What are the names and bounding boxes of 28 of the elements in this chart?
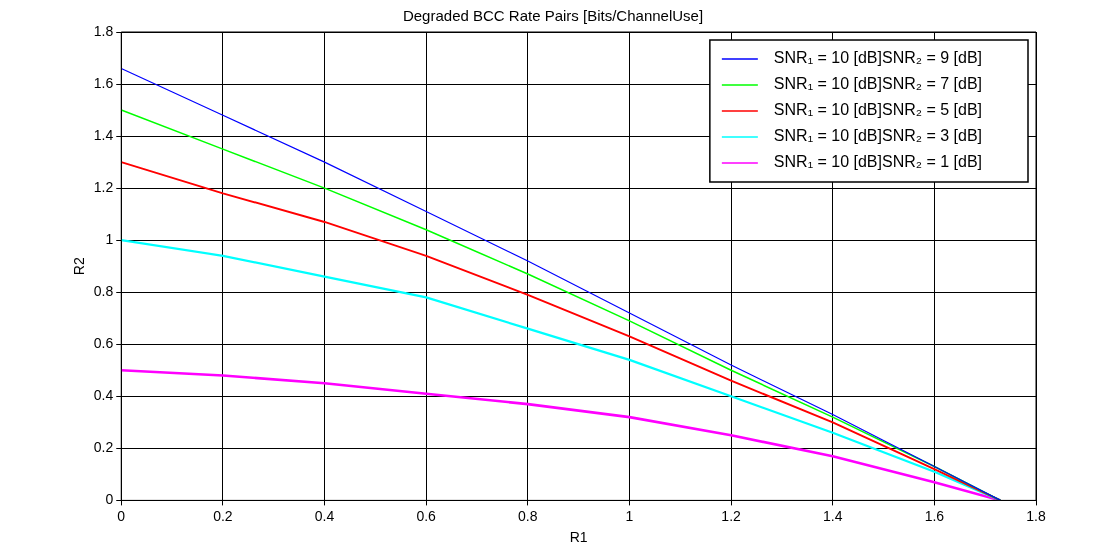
y-tick-label: 1.6: [93, 74, 114, 91]
legend-label: SNR₁ = 10 [dB]SNR₂ = 1 [dB]: [773, 153, 983, 171]
x-tick-label: 1.6: [924, 507, 945, 524]
x-tick-label: 0.6: [416, 507, 437, 524]
x-tick-label: 0.4: [314, 507, 335, 524]
x-tick-label: 1: [625, 507, 634, 524]
y-tick-label: 1.2: [93, 178, 114, 195]
y-tick-label: 0.8: [93, 283, 114, 300]
y-tick-label: 0.2: [93, 439, 114, 456]
x-tick-label: 1.8: [1026, 507, 1046, 524]
y-tick-label: 1.4: [93, 126, 114, 143]
legend-label: SNR₁ = 10 [dB]SNR₂ = 7 [dB]: [773, 75, 983, 93]
y-tick-label: 0.4: [93, 387, 114, 404]
legend-label: SNR₁ = 10 [dB]SNR₂ = 9 [dB]: [773, 49, 983, 67]
x-tick-label: 1.2: [721, 507, 742, 524]
chart-title: Degraded BCC Rate Pairs [Bits/ChannelUse]: [402, 7, 704, 25]
legend-label: SNR₁ = 10 [dB]SNR₂ = 3 [dB]: [773, 127, 983, 145]
x-tick-label: 1.4: [822, 507, 843, 524]
y-tick-label: 1.8: [93, 22, 114, 39]
y-axis-title: R2: [71, 257, 88, 276]
x-axis-title: R1: [569, 529, 588, 546]
y-tick-label: 0: [105, 491, 114, 508]
x-tick-label: 0.8: [518, 507, 538, 524]
legend-label: SNR₁ = 10 [dB]SNR₂ = 5 [dB]: [773, 101, 983, 119]
y-tick-label: 0.6: [93, 335, 114, 352]
x-tick-label: 0: [117, 507, 126, 524]
x-tick-label: 0.2: [213, 507, 233, 524]
y-tick-label: 1: [105, 231, 114, 248]
